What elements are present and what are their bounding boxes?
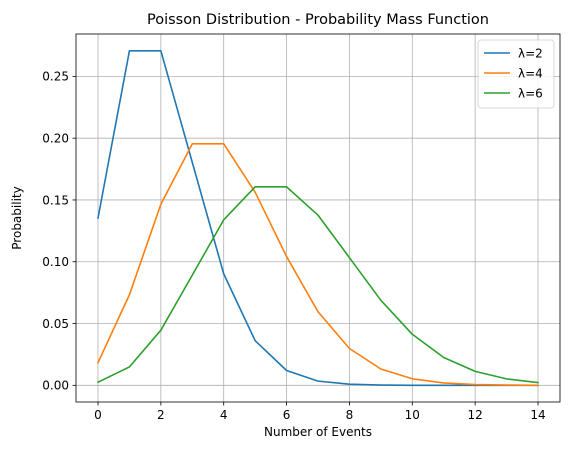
chart-title: Poisson Distribution - Probability Mass … <box>147 12 489 28</box>
y-tick-label: 0.00 <box>42 379 69 393</box>
legend-label: λ=2 <box>518 46 543 60</box>
legend-box <box>477 39 555 109</box>
series-line-3 <box>96 186 539 384</box>
x-tick-label: 2 <box>157 408 165 422</box>
y-axis-title: Probability <box>10 186 24 249</box>
x-tick-label: 6 <box>283 408 291 422</box>
x-tick-label: 0 <box>94 408 102 422</box>
x-tick-label: 14 <box>530 408 545 422</box>
y-tick-label: 0.05 <box>42 317 69 331</box>
y-tick-label: 0.25 <box>42 70 69 84</box>
series-line-2 <box>96 143 539 387</box>
plot-frame <box>75 33 561 403</box>
y-tick-label: 0.20 <box>42 131 69 145</box>
legend: λ=2 λ=4 λ=6 <box>477 39 555 109</box>
legend-label: λ=6 <box>518 86 543 100</box>
y-tick-label: 0.15 <box>42 193 69 207</box>
axis-ticks: 0 2 4 6 8 10 12 14 0.00 0.05 0.10 0.15 0.20 0.25 <box>42 70 545 422</box>
legend-label: λ=4 <box>518 66 543 80</box>
x-tick-label: 12 <box>468 408 483 422</box>
x-tick-label: 4 <box>220 408 228 422</box>
x-tick-label: 10 <box>405 408 420 422</box>
series-lines <box>96 50 539 387</box>
x-axis-title: Number of Events <box>264 425 372 439</box>
x-tick-label: 8 <box>346 408 354 422</box>
series-line-1 <box>97 50 539 387</box>
y-tick-label: 0.10 <box>42 255 69 269</box>
